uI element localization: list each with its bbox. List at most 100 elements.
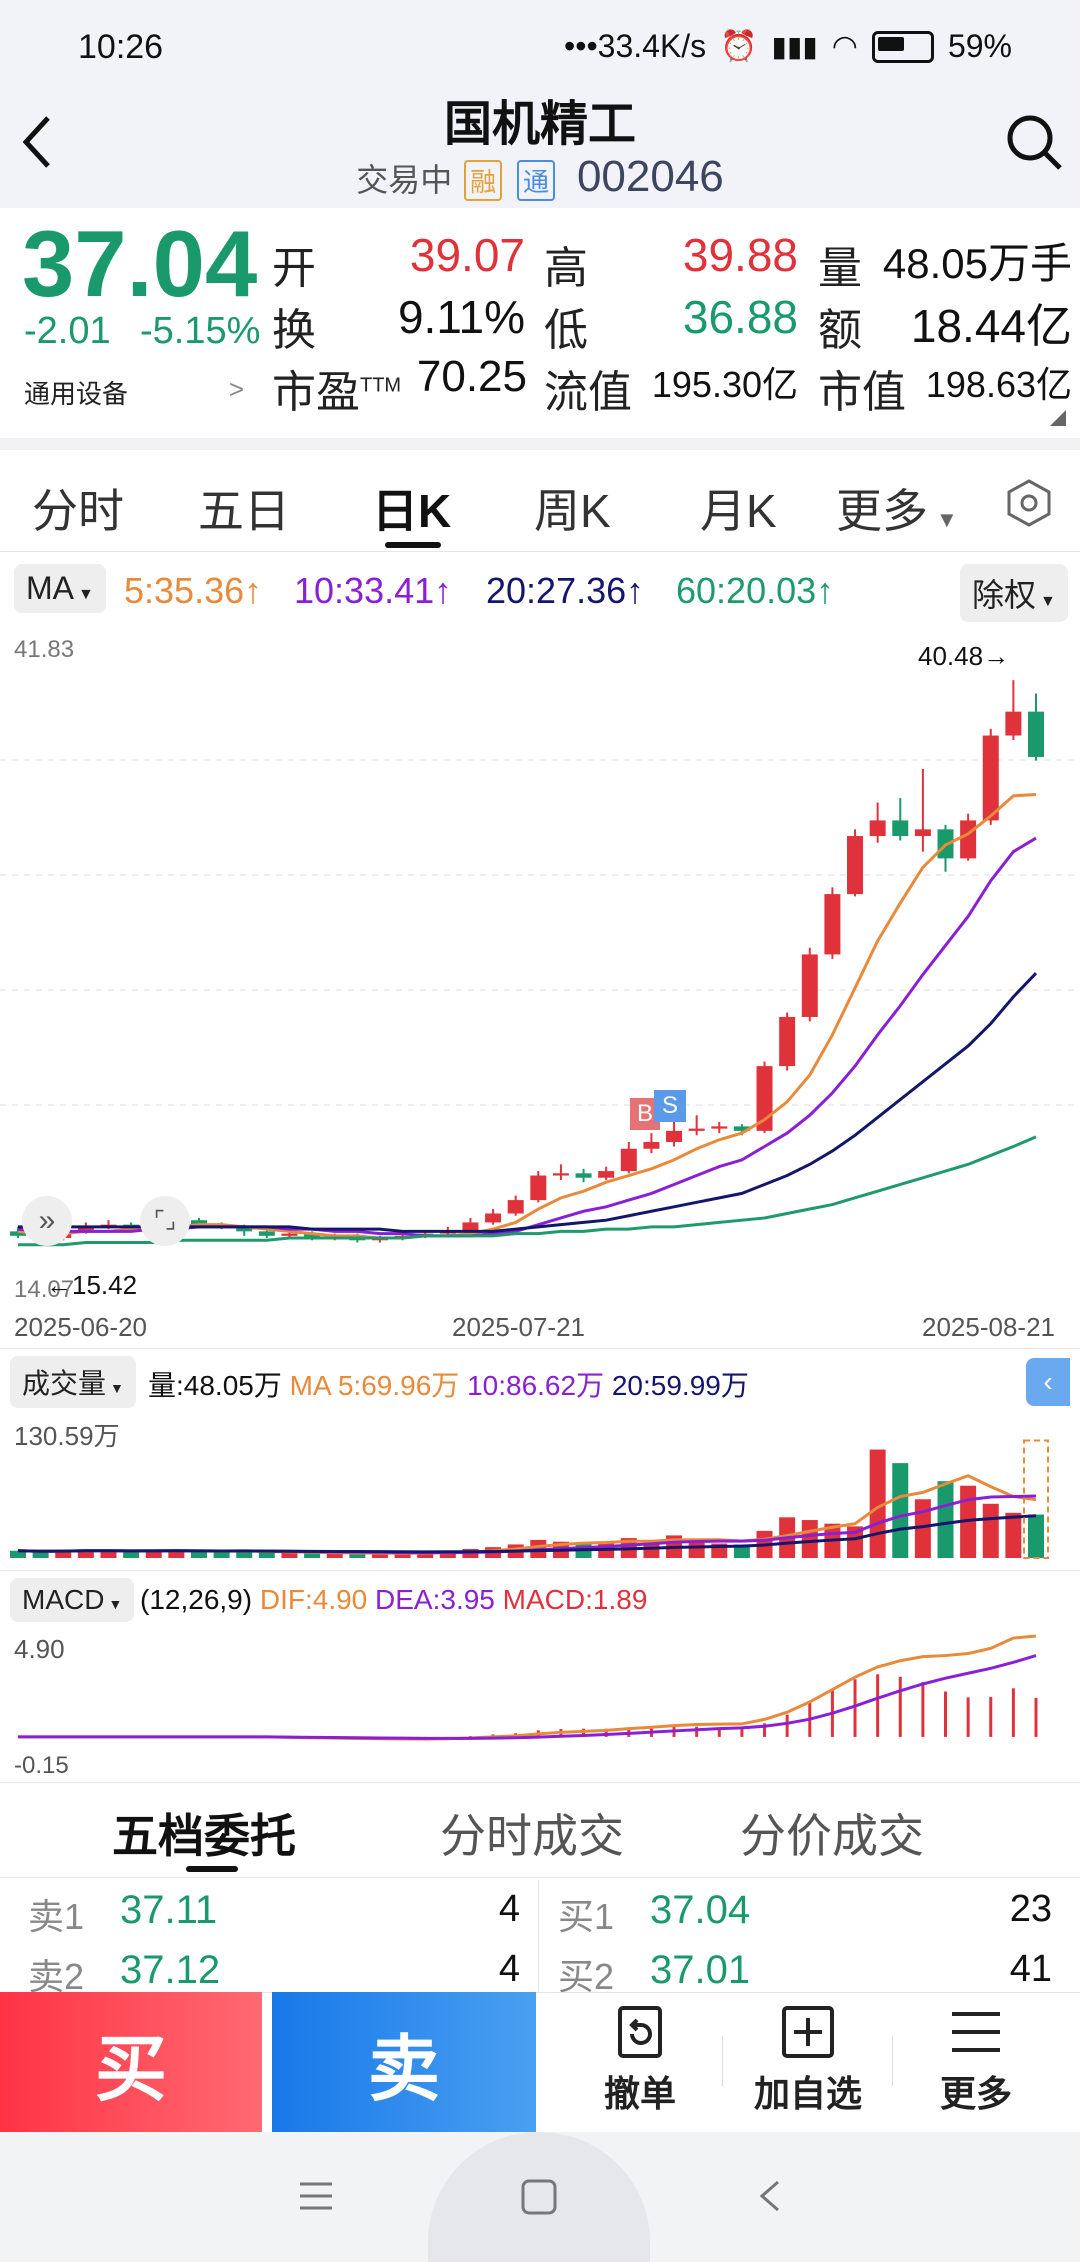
ma60-value: 60:20.03↑ bbox=[676, 570, 835, 611]
volume-bar bbox=[326, 1553, 343, 1558]
nav-back-button[interactable] bbox=[750, 2176, 790, 2221]
mcap-label: 市值 bbox=[818, 368, 906, 417]
margin-tag: 融 bbox=[464, 160, 503, 201]
candle-body bbox=[1028, 711, 1044, 757]
add-watchlist-label: 加自选 bbox=[753, 2073, 862, 2114]
chart-settings-button[interactable] bbox=[1004, 478, 1054, 533]
macd-selector[interactable]: MACD ▼ bbox=[10, 1578, 135, 1622]
candle-body bbox=[1005, 711, 1022, 736]
nav-menu-button[interactable] bbox=[296, 2178, 336, 2219]
price-change: -2.01 bbox=[24, 310, 111, 352]
chart-divider bbox=[0, 1348, 1080, 1349]
settings-hexagon-icon bbox=[1007, 479, 1051, 527]
more-actions-button[interactable]: 更多 bbox=[896, 2000, 1056, 2126]
sector-label: 通用设备 bbox=[24, 379, 129, 409]
candle-body bbox=[892, 820, 909, 837]
hamburger-icon bbox=[300, 2182, 332, 2210]
date-start: 2025-06-20 bbox=[14, 1312, 147, 1342]
expand-arrows-button[interactable]: » bbox=[22, 1196, 72, 1246]
tab-time-sales[interactable]: 分时成交 bbox=[440, 1810, 624, 1862]
more-actions-label: 更多 bbox=[939, 2073, 1012, 2114]
expand-corner-icon[interactable] bbox=[1050, 410, 1066, 426]
back-triangle-icon bbox=[759, 2180, 779, 2212]
macd-selector-label: MACD bbox=[22, 1584, 105, 1615]
candle-body bbox=[10, 1231, 26, 1236]
add-watchlist-button[interactable]: 加自选 bbox=[728, 2000, 888, 2126]
pe-value: 70.25 bbox=[416, 352, 527, 401]
candle-body bbox=[575, 1173, 592, 1178]
square-home-icon bbox=[521, 2179, 557, 2215]
caret-down-icon: ▼ bbox=[1040, 593, 1056, 610]
back-button[interactable] bbox=[18, 112, 58, 172]
candle-body bbox=[485, 1213, 502, 1223]
ma-selector[interactable]: MA ▼ bbox=[14, 564, 106, 613]
bid2-label: 买2 bbox=[558, 1956, 615, 1992]
low-value: 36.88 bbox=[682, 291, 798, 343]
open-value: 39.07 bbox=[409, 229, 525, 281]
macd-dif: DIF:4.90 bbox=[259, 1584, 368, 1615]
date-mid: 2025-07-21 bbox=[452, 1312, 585, 1342]
volume-legend-ma20: 20:59.99万 bbox=[611, 1370, 749, 1401]
ask2-label: 卖2 bbox=[28, 1956, 85, 1992]
candle-body bbox=[688, 1128, 705, 1131]
orderbook-row: 买1 37.04 23 bbox=[540, 1888, 1080, 1938]
ma20-value: 20:27.36↑ bbox=[486, 570, 645, 611]
marker-s: S bbox=[654, 1090, 686, 1122]
candle-body bbox=[733, 1126, 750, 1131]
orderbook-row: 卖1 37.11 4 bbox=[0, 1888, 538, 1938]
volume-label: 量 bbox=[818, 244, 862, 293]
fullscreen-button[interactable]: ⌜⌟ bbox=[140, 1196, 190, 1246]
volume-bar bbox=[100, 1550, 117, 1558]
candle-body bbox=[304, 1233, 321, 1239]
high-label: 高 bbox=[544, 244, 588, 293]
sector-link[interactable]: 通用设备 > bbox=[24, 374, 244, 409]
volume-selector[interactable]: 成交量 ▼ bbox=[10, 1356, 136, 1408]
plus-square-icon bbox=[782, 2006, 834, 2058]
volume-bar bbox=[733, 1544, 750, 1558]
candle-body bbox=[598, 1171, 615, 1178]
volume-bar bbox=[168, 1549, 185, 1558]
action-divider bbox=[722, 2036, 723, 2086]
buy-button[interactable]: 买 bbox=[0, 1992, 262, 2132]
macd-legend: (12,26,9) DIF:4.90 DEA:3.95 MACD:1.89 bbox=[140, 1584, 647, 1616]
chevron-right-icon: > bbox=[228, 374, 244, 404]
buy-label: 买 bbox=[94, 2029, 167, 2110]
tab-five-day[interactable]: 五日 bbox=[198, 485, 290, 537]
open-label: 开 bbox=[272, 244, 316, 293]
ma5-line bbox=[17, 793, 1037, 1240]
ma5-value: 5:35.36↑ bbox=[124, 570, 263, 611]
volume-chart[interactable] bbox=[0, 1412, 1080, 1560]
tab-monthly-k[interactable]: 月K bbox=[700, 485, 777, 537]
tab-more[interactable]: 更多 ▼ bbox=[836, 475, 958, 541]
battery-icon bbox=[871, 30, 934, 63]
tab-order-book[interactable]: 五档委托 bbox=[112, 1810, 296, 1862]
tab-intraday[interactable]: 分时 bbox=[32, 485, 124, 537]
volume-value: 48.05万手 bbox=[882, 240, 1072, 287]
search-button[interactable] bbox=[1004, 112, 1064, 177]
volume-highlight-box bbox=[1023, 1439, 1049, 1559]
collapse-side-button[interactable]: ‹ bbox=[1026, 1358, 1070, 1406]
orderbook-divider bbox=[538, 1880, 539, 1992]
sell-button[interactable]: 卖 bbox=[272, 1992, 536, 2132]
price-change-pct: -5.15% bbox=[140, 310, 261, 352]
volume-bar bbox=[847, 1526, 864, 1558]
bid1-qty: 23 bbox=[1009, 1888, 1052, 1930]
volume-bar bbox=[55, 1550, 72, 1558]
tab-weekly-k[interactable]: 周K bbox=[534, 485, 611, 537]
candle-body bbox=[824, 894, 841, 955]
tab-price-volume[interactable]: 分价成交 bbox=[740, 1810, 924, 1862]
date-end: 2025-08-21 bbox=[922, 1312, 1055, 1342]
candle-body bbox=[960, 820, 977, 859]
volume-legend-ma10: 10:86.62万 bbox=[467, 1370, 605, 1401]
rights-selector[interactable]: 除权 ▼ bbox=[960, 564, 1068, 622]
volume-top-value: 130.59万 bbox=[14, 1421, 120, 1451]
volume-bar bbox=[1005, 1512, 1022, 1558]
cancel-order-button[interactable]: 撤单 bbox=[560, 2000, 720, 2126]
tab-daily-k[interactable]: 日K bbox=[372, 485, 452, 537]
volume-bar bbox=[281, 1552, 298, 1558]
search-icon bbox=[1007, 115, 1062, 170]
ma20-line bbox=[18, 972, 1038, 1233]
float-label: 流值 bbox=[544, 368, 632, 417]
macd-chart[interactable] bbox=[0, 1630, 1080, 1780]
candle-body bbox=[643, 1142, 660, 1149]
